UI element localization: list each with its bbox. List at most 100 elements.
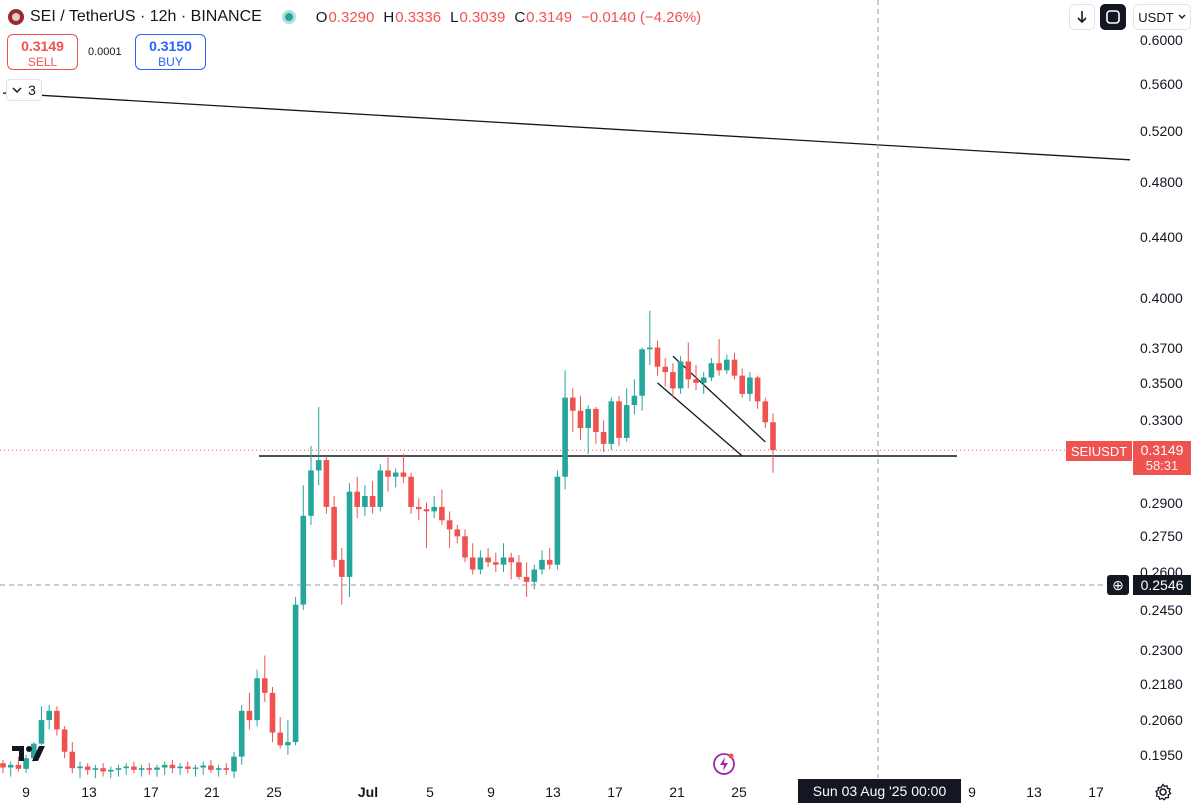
overlay-layer	[0, 0, 1105, 778]
candle-body	[523, 576, 530, 582]
lightning-icon[interactable]	[712, 752, 736, 776]
candle-body	[92, 768, 99, 770]
time-tick-label: 25	[731, 784, 747, 800]
candle-body	[292, 604, 299, 743]
candle-body	[431, 506, 437, 512]
time-tick-label: 9	[968, 784, 976, 800]
candles-layer	[0, 310, 776, 779]
candle-body	[469, 557, 476, 570]
candle-body	[269, 692, 276, 733]
candle-body	[516, 562, 522, 577]
ohlc-key: O	[315, 8, 328, 26]
sell-label: SELL	[27, 55, 58, 69]
candle-body	[423, 509, 430, 512]
candle-body	[747, 377, 753, 394]
symbol-price-tag: SEIUSDT	[1066, 441, 1132, 461]
candle-body	[161, 764, 168, 768]
crosshair-date-label: Sun 03 Aug '25 00:00	[798, 779, 961, 803]
candle-body	[577, 410, 584, 429]
candle-body	[408, 476, 414, 507]
candle-body	[169, 764, 176, 769]
candle-body	[0, 763, 6, 768]
candle-body	[446, 520, 453, 530]
candle-body	[462, 536, 468, 558]
scroll-to-latest-button[interactable]	[1069, 4, 1095, 30]
candle-body	[739, 375, 745, 394]
indicators-toggle[interactable]: 3	[6, 79, 42, 101]
ohlc-item: C0.3149	[514, 9, 572, 26]
time-tick-label: 17	[143, 784, 159, 800]
buy-button[interactable]: 0.3150 BUY	[135, 34, 206, 70]
bar-countdown: 58:31	[1145, 458, 1179, 473]
candle-body	[677, 361, 684, 389]
resistance-trendline	[2, 92, 1131, 161]
candle-body	[623, 405, 630, 438]
candle-body	[639, 349, 645, 396]
market-status-icon	[281, 10, 296, 24]
candle-body	[131, 766, 137, 770]
candle-body	[323, 460, 330, 507]
crosshair-price-label: 0.2546	[1133, 575, 1191, 595]
candle-body	[108, 769, 114, 772]
chevron-down-icon	[1178, 14, 1186, 19]
candle-body	[770, 422, 776, 451]
currency-label: USDT	[1138, 9, 1174, 25]
candle-body	[708, 363, 715, 378]
candle-body	[61, 729, 68, 752]
spread-value: 0.0001	[88, 46, 122, 58]
candle-body	[754, 377, 761, 402]
time-tick-label: 17	[1088, 784, 1104, 800]
candle-body	[762, 401, 769, 423]
last-price: 0.3149	[1140, 442, 1184, 458]
candle-body	[7, 764, 14, 768]
price-tick-label: 0.6000	[1140, 32, 1183, 48]
gear-icon[interactable]	[1154, 783, 1172, 801]
ohlc-value: 0.3290	[328, 8, 375, 26]
candle-body	[77, 766, 83, 769]
candle-body	[46, 710, 52, 721]
candle-body	[38, 720, 45, 744]
time-tick-label: 13	[81, 784, 97, 800]
chevron-down-icon	[12, 87, 22, 94]
time-tick-label: 9	[22, 784, 30, 800]
price-tick-label: 0.1950	[1140, 747, 1183, 763]
time-tick-label: 21	[669, 784, 685, 800]
symbol-title[interactable]: SEI / TetherUS · 12h · BINANCE	[30, 8, 262, 25]
candle-body	[254, 678, 260, 721]
candle-body	[416, 506, 422, 510]
time-tick-label: 13	[1026, 784, 1042, 800]
price-tick-label: 0.2180	[1140, 676, 1183, 693]
compare-button[interactable]	[1100, 4, 1126, 30]
candle-body	[115, 768, 122, 770]
candle-body	[208, 765, 214, 770]
candle-body	[485, 557, 491, 563]
sell-button[interactable]: 0.3149 SELL	[7, 34, 78, 70]
candle-body	[15, 764, 22, 769]
ohlc-item: H0.3336	[383, 9, 441, 26]
candle-body	[308, 470, 314, 516]
candle-body	[392, 472, 399, 477]
candle-body	[154, 767, 160, 770]
candle-body	[331, 506, 337, 560]
sei-coin-icon	[8, 9, 24, 25]
time-tick-label: 17	[607, 784, 623, 800]
ohlc-values: O0.3290 H0.3336 L0.3039 C0.3149 −0.0140 (−4.…	[316, 9, 701, 26]
candle-body	[700, 377, 707, 383]
ohlc-item: O0.3290	[316, 9, 375, 26]
candle-body	[215, 768, 222, 770]
price-tick-label: 0.2450	[1140, 601, 1183, 618]
candle-body	[192, 767, 199, 769]
candle-body	[177, 766, 183, 769]
ohlc-key: H	[383, 8, 395, 26]
candle-body	[439, 506, 445, 521]
add-alert-plus-icon[interactable]: ⊕	[1107, 575, 1129, 595]
time-tick-label: 25	[266, 784, 282, 800]
currency-select[interactable]: USDT	[1133, 4, 1191, 30]
time-tick-label: 5	[426, 784, 434, 800]
candle-body	[54, 710, 60, 730]
candle-body	[616, 401, 622, 438]
candle-body	[654, 347, 661, 367]
ohlc-value: 0.3149	[526, 8, 573, 26]
swap-icon	[1106, 10, 1120, 24]
